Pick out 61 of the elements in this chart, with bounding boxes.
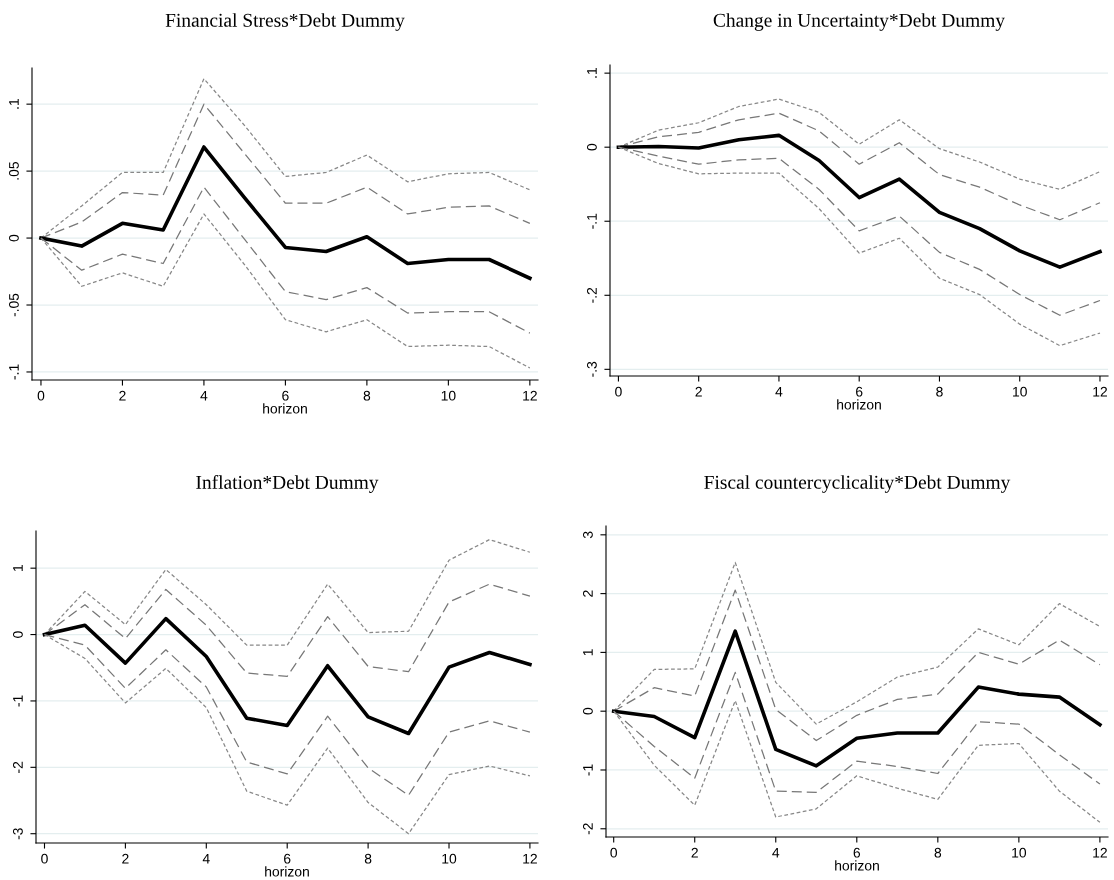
x-tick-label: 0 — [41, 853, 48, 864]
x-tick-label: 4 — [775, 386, 783, 397]
x-tick-label: 10 — [1012, 847, 1027, 858]
x-tick-label: 6 — [282, 390, 289, 401]
x-axis-title: horizon — [835, 860, 879, 871]
line-series — [39, 145, 532, 281]
x-axis-title: horizon — [837, 399, 881, 410]
x-tick-label: 6 — [853, 847, 861, 858]
x-tick-label: 8 — [364, 853, 372, 864]
y-tick-label: -1 — [13, 695, 23, 707]
x-tick-label: 2 — [119, 390, 126, 401]
y-tick-label: -1 — [583, 764, 593, 776]
y-tick-label: 0 — [9, 234, 19, 242]
y-tick-label: 0 — [13, 631, 23, 638]
chart-title: Inflation*Debt Dummy — [196, 475, 379, 493]
x-axis-title: horizon — [265, 866, 309, 877]
y-tick-label: -2 — [13, 761, 23, 773]
y-tick-label: 3 — [583, 531, 593, 539]
x-tick-label: 0 — [37, 390, 45, 401]
y-tick-label: .1 — [9, 99, 19, 109]
y-tick-label: 0 — [587, 143, 597, 151]
y-tick-label: -.05 — [9, 293, 19, 317]
x-tick-label: 6 — [856, 386, 863, 397]
x-tick-label: 2 — [122, 853, 129, 864]
y-tick-label: -.1 — [587, 213, 597, 229]
x-tick-label: 12 — [523, 390, 537, 401]
y-tick-label: 1 — [583, 649, 593, 656]
x-tick-label: 10 — [441, 390, 456, 401]
x-tick-label: 10 — [1013, 386, 1027, 397]
y-tick-label: 2 — [583, 590, 593, 597]
y-tick-label: -3 — [13, 828, 23, 840]
x-tick-label: 2 — [695, 386, 702, 397]
line-series — [611, 629, 1102, 768]
x-tick-label: 12 — [1093, 386, 1107, 397]
x-tick-label: 8 — [363, 390, 371, 401]
x-tick-label: 8 — [934, 847, 942, 858]
x-tick-label: 4 — [772, 847, 780, 858]
x-tick-label: 6 — [284, 853, 291, 864]
y-tick-label: -.2 — [587, 287, 597, 303]
y-tick-label: 0 — [583, 707, 593, 715]
chart-title: Change in Uncertainty*Debt Dummy — [713, 13, 1005, 31]
chart-title: Fiscal countercyclicality*Debt Dummy — [704, 475, 1011, 493]
x-tick-label: 2 — [691, 847, 698, 858]
x-tick-label: 4 — [202, 853, 210, 864]
y-tick-label: -.1 — [9, 364, 19, 380]
x-tick-label: 0 — [610, 847, 618, 858]
x-tick-label: 0 — [615, 386, 622, 397]
y-tick-label: -2 — [583, 823, 593, 835]
chart-title: Financial Stress*Debt Dummy — [165, 13, 405, 31]
x-axis-title: horizon — [263, 403, 307, 414]
line-series — [616, 133, 1102, 269]
x-tick-label: 12 — [1093, 847, 1107, 858]
x-tick-label: 8 — [936, 386, 943, 397]
y-tick-label: -.3 — [587, 361, 597, 377]
y-tick-label: 1 — [13, 564, 23, 571]
x-tick-label: 12 — [523, 853, 537, 864]
y-tick-label: .1 — [587, 68, 597, 78]
line-series — [42, 616, 532, 736]
x-tick-label: 10 — [442, 853, 457, 864]
x-tick-label: 4 — [200, 390, 208, 401]
y-tick-label: .05 — [9, 162, 19, 180]
